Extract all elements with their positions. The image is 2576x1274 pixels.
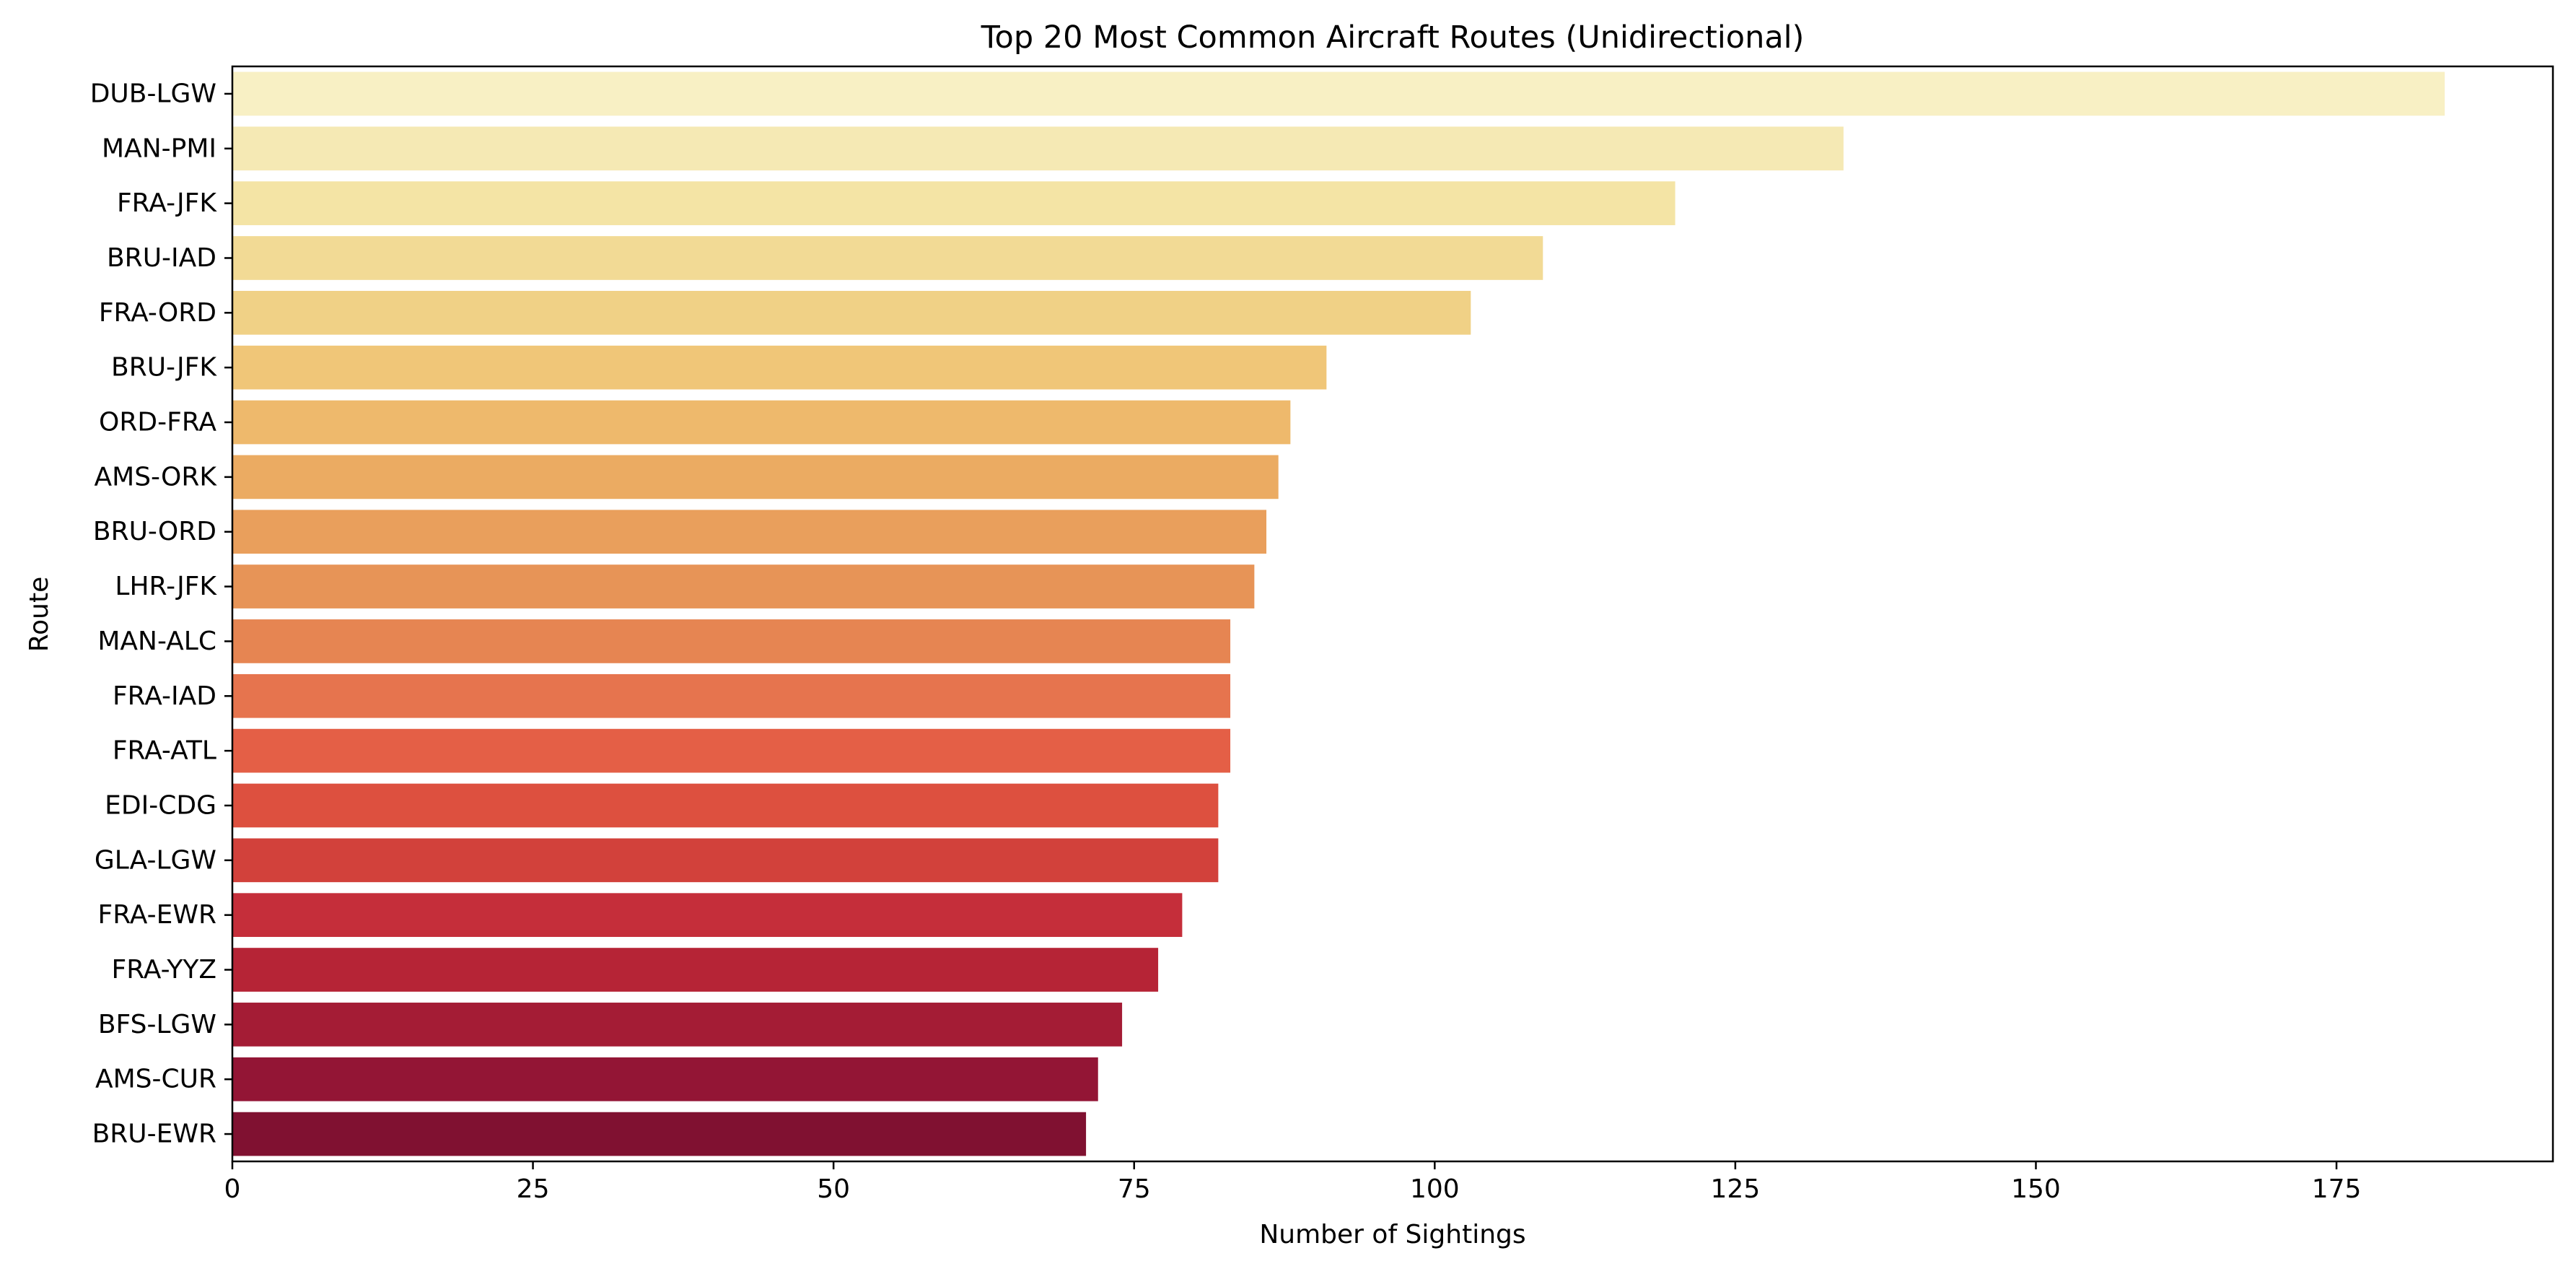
y-tick-label: FRA-EWR	[98, 900, 216, 930]
y-tick-label: AMS-CUR	[95, 1065, 216, 1094]
bar-lhr-jfk	[232, 564, 1255, 608]
bar-man-pmi	[232, 126, 1844, 171]
plot-frame	[231, 65, 2554, 1163]
bar-bru-jfk	[232, 345, 1327, 390]
y-tick-label: MAN-ALC	[97, 627, 216, 656]
x-tick-label: 175	[2312, 1174, 2362, 1204]
x-axis-ticks: 0 25 50 75 100 125 150 175	[224, 1161, 2362, 1204]
bar-bru-ewr	[232, 1112, 1087, 1156]
y-tick-label: GLA-LGW	[95, 845, 216, 875]
bar-fra-jfk	[232, 181, 1675, 225]
bar-bfs-lgw	[232, 1003, 1123, 1047]
y-tick-label: BRU-IAD	[107, 243, 216, 273]
bar-bru-ord	[232, 510, 1267, 554]
y-tick-label: FRA-ATL	[113, 736, 216, 766]
y-axis-ticks: DUB-LGW MAN-PMI FRA-JFK BRU-IAD FRA-ORD BRU-J…	[90, 79, 232, 1149]
bar-fra-ewr	[232, 893, 1183, 938]
y-tick-label: EDI-CDG	[105, 790, 216, 820]
bar-fra-iad	[232, 673, 1231, 718]
y-axis-title: Route	[25, 577, 54, 653]
bar-ams-ork	[232, 455, 1279, 499]
y-tick-label: DUB-LGW	[90, 79, 216, 108]
bar-ord-fra	[232, 400, 1291, 445]
bar-ams-cur	[232, 1057, 1098, 1101]
y-tick-label: ORD-FRA	[99, 408, 216, 437]
x-axis-title: Number of Sightings	[1259, 1220, 1525, 1249]
x-tick-label: 150	[2011, 1174, 2061, 1204]
bar-fra-ord	[232, 290, 1471, 335]
x-tick-label: 75	[1118, 1174, 1151, 1204]
bar-dub-lgw	[232, 71, 2445, 116]
bar-bru-iad	[232, 236, 1543, 280]
bar-gla-lgw	[232, 838, 1219, 883]
y-tick-label: BRU-ORD	[93, 517, 216, 546]
x-tick-label: 0	[224, 1174, 241, 1204]
y-tick-label: FRA-IAD	[113, 681, 216, 711]
y-tick-label: FRA-YYZ	[112, 955, 216, 985]
bar-fra-yyz	[232, 948, 1159, 992]
y-tick-label: FRA-ORD	[99, 298, 216, 328]
y-tick-label: AMS-ORK	[95, 462, 218, 492]
bar-edi-cdg	[232, 783, 1219, 828]
x-tick-label: 125	[1711, 1174, 1761, 1204]
y-tick-label: MAN-PMI	[102, 134, 216, 163]
y-tick-label: BRU-JFK	[111, 353, 217, 383]
y-tick-label: LHR-JFK	[115, 572, 217, 601]
chart-title: Top 20 Most Common Aircraft Routes (Unid…	[981, 19, 1805, 56]
bar-man-alc	[232, 619, 1231, 663]
x-tick-label: 50	[817, 1174, 850, 1204]
bar-fra-atl	[232, 728, 1231, 773]
bars-group	[232, 71, 2445, 1156]
y-tick-label: BRU-EWR	[92, 1120, 216, 1149]
x-tick-label: 25	[517, 1174, 550, 1204]
x-tick-label: 100	[1410, 1174, 1460, 1204]
y-tick-label: FRA-JFK	[117, 188, 217, 218]
y-tick-label: BFS-LGW	[98, 1010, 216, 1039]
